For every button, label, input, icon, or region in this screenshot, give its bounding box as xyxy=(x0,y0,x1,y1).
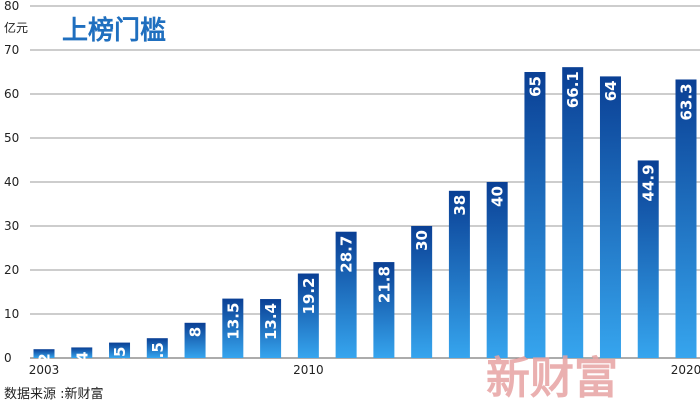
bar-2005 xyxy=(109,342,131,358)
bar-value-label-2009: 13.4 xyxy=(262,303,280,340)
bar-value-label-2010: 19.2 xyxy=(300,278,318,315)
bar-value-label-2017: 66.1 xyxy=(564,71,582,108)
bar-2012 xyxy=(373,262,395,358)
y-tick-label-60: 60 xyxy=(4,87,19,101)
bar-2018 xyxy=(599,76,621,359)
bar-2014 xyxy=(448,190,470,358)
bar-2011 xyxy=(335,231,357,358)
bar-value-label-2020: 63.3 xyxy=(678,83,696,120)
x-tick-label-2010: 2010 xyxy=(293,363,324,377)
bar-value-label-2005: 3.5 xyxy=(111,347,129,374)
watermark-logo: 新财富 xyxy=(486,353,618,403)
bar-2015 xyxy=(486,182,508,358)
x-tick-label-2020: 2020 xyxy=(671,363,700,377)
y-tick-label-80: 80 xyxy=(4,0,19,13)
y-tick-label-30: 30 xyxy=(4,219,19,233)
y-tick-label-10: 10 xyxy=(4,307,19,321)
bar-2017 xyxy=(562,67,584,358)
y-axis-ticks: 0 10 20 30 40 50 60 70 80 xyxy=(4,0,19,365)
bar-2009 xyxy=(260,299,282,358)
bar-value-label-2012: 21.8 xyxy=(375,266,393,303)
bar-2010 xyxy=(297,273,319,358)
bar-value-label-2014: 38 xyxy=(451,195,469,216)
y-tick-label-40: 40 xyxy=(4,175,19,189)
bar-2013 xyxy=(411,226,433,358)
chart-title: 上榜门槛 xyxy=(62,15,166,46)
bar-2003 xyxy=(33,349,55,358)
bar-value-label-2019: 44.9 xyxy=(640,164,658,201)
bar-value-label-2018: 64 xyxy=(602,80,620,101)
gridlines xyxy=(30,5,700,359)
bar-2008 xyxy=(222,298,244,358)
bar-2006 xyxy=(146,338,168,358)
bar-value-label-2004: 2.4 xyxy=(73,351,91,378)
bar-2020 xyxy=(675,79,697,358)
bar-value-label-2003: 2 xyxy=(36,353,54,363)
bar-2004 xyxy=(71,347,93,358)
bar-2019 xyxy=(637,160,659,358)
bar-value-label-2011: 28.7 xyxy=(338,236,356,273)
bar-value-label-2008: 13.5 xyxy=(224,303,242,340)
y-axis-unit-label: 亿元 xyxy=(4,20,28,35)
y-tick-label-20: 20 xyxy=(4,263,19,277)
y-tick-label-50: 50 xyxy=(4,131,19,145)
bar-value-label-2006: 4.5 xyxy=(149,342,167,369)
bar-2007 xyxy=(184,322,206,358)
bar-value-label-2013: 30 xyxy=(413,230,431,251)
y-tick-label-0: 0 xyxy=(4,351,12,365)
bar-value-label-2016: 65 xyxy=(526,76,544,97)
bar-2016 xyxy=(524,72,546,358)
x-axis-ticks: 2003 2010 2020 xyxy=(29,363,700,377)
y-tick-label-70: 70 xyxy=(4,43,19,57)
x-tick-label-2003: 2003 xyxy=(29,363,60,377)
bars: 2 2.4 3.5 4.5 8 13.5 13.4 19.2 28.7 21.8 30 38 40 65 6… xyxy=(33,67,697,378)
data-source-note: 数据来源 :新财富 xyxy=(4,386,104,402)
bar-value-label-2007: 8 xyxy=(187,327,205,337)
bar-value-label-2015: 40 xyxy=(489,186,507,207)
